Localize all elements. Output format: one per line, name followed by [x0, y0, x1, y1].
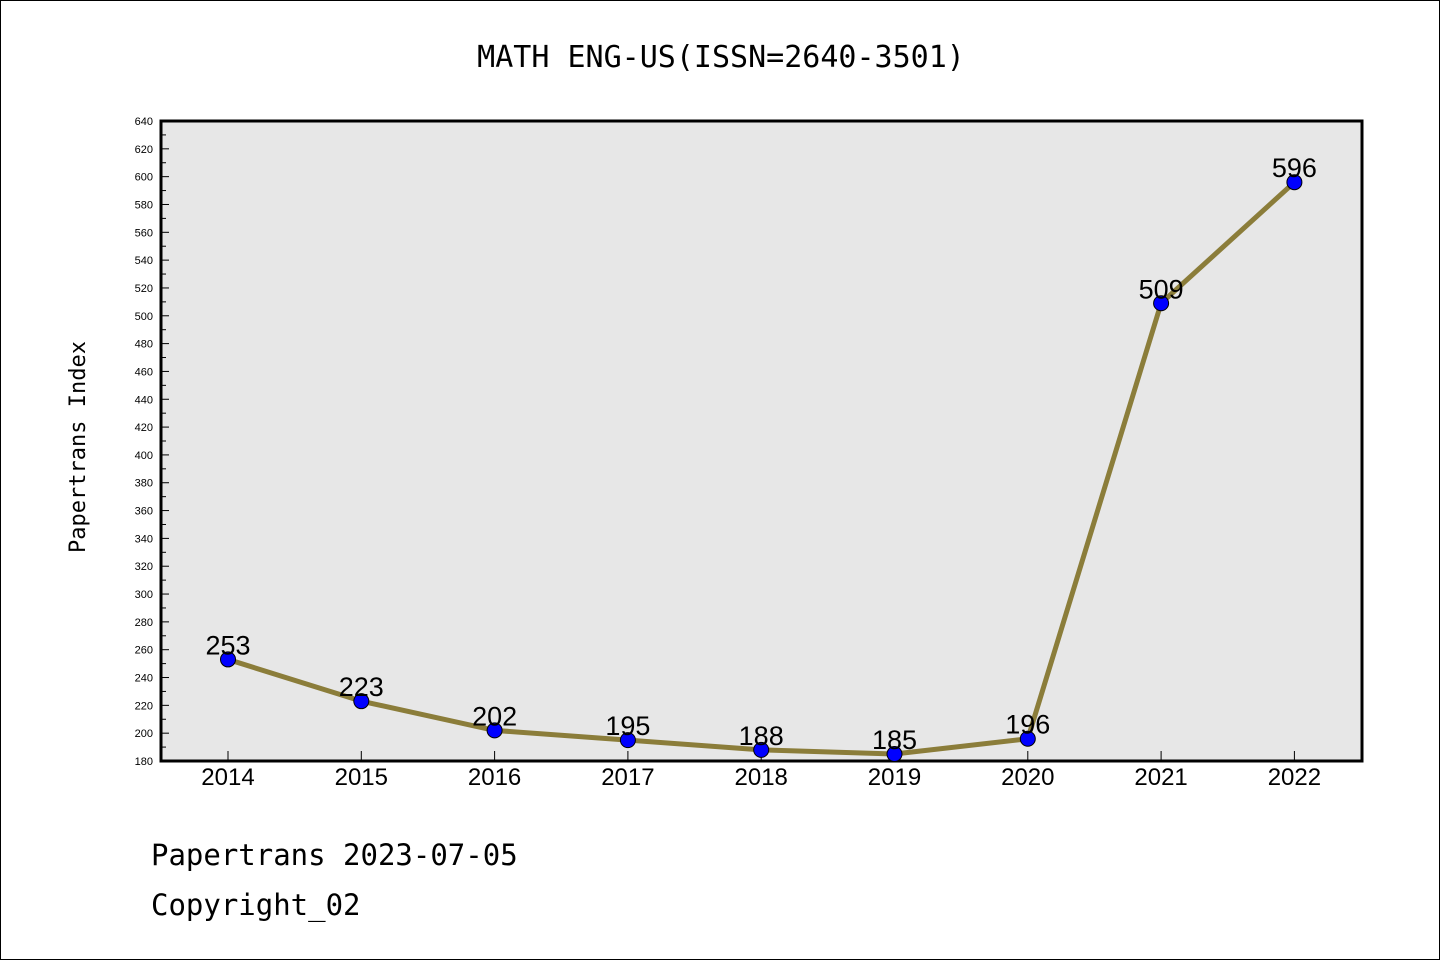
- y-tick-label: 300: [135, 589, 153, 601]
- y-tick-label: 440: [135, 394, 153, 406]
- series-layer: [220, 174, 1303, 763]
- y-tick-label: 580: [135, 199, 153, 211]
- x-tick-label: 2018: [735, 764, 788, 791]
- data-label: 253: [205, 630, 250, 660]
- x-tick-label: 2021: [1134, 764, 1187, 791]
- chart-title: MATH ENG-US(ISSN=2640-3501): [477, 40, 965, 75]
- plot-area: [159, 119, 1364, 763]
- data-label: 509: [1139, 274, 1184, 304]
- x-tick-label: 2020: [1001, 764, 1054, 791]
- data-point: [753, 741, 770, 758]
- y-tick-label: 280: [135, 617, 153, 629]
- x-tick-label: 2016: [468, 764, 521, 791]
- y-tick-label: 320: [135, 561, 153, 573]
- y-tick-label: 260: [135, 645, 153, 657]
- y-tick-label: 420: [135, 422, 153, 434]
- y-tick-label: 340: [135, 533, 153, 545]
- x-tick-label: 2017: [601, 764, 654, 791]
- data-point: [1286, 174, 1303, 191]
- y-tick-label: 220: [135, 700, 153, 712]
- y-tick-label: 620: [135, 144, 153, 156]
- footer-date: Papertrans 2023-07-05: [151, 838, 518, 872]
- data-point: [1019, 730, 1036, 747]
- data-point: [486, 722, 503, 739]
- x-tick-label: 2014: [201, 764, 254, 791]
- data-label: 202: [472, 701, 517, 731]
- y-tick-label: 360: [135, 506, 153, 518]
- x-tick-label: 2022: [1268, 764, 1321, 791]
- x-tick-label: 2019: [868, 764, 921, 791]
- y-axis: 180 200 220 240 260 280 300 320 340 360 380 400 420 4…: [135, 116, 169, 768]
- data-point: [353, 693, 370, 710]
- y-tick-label: 180: [135, 756, 153, 768]
- y-tick-label: 520: [135, 283, 153, 295]
- x-axis: 2014 2015 2016 2017 2018 2019 2020 2021 2022: [201, 751, 1321, 791]
- y-axis-label: Papertrans Index: [66, 341, 91, 553]
- y-tick-label: 500: [135, 311, 153, 323]
- x-tick-label: 2015: [335, 764, 388, 791]
- y-tick-label: 240: [135, 673, 153, 685]
- data-label: 185: [872, 725, 917, 755]
- y-tick-label: 560: [135, 227, 153, 239]
- y-tick-label: 640: [135, 116, 153, 128]
- y-tick-label: 600: [135, 172, 153, 184]
- data-label: 223: [339, 672, 384, 702]
- y-tick-label: 460: [135, 366, 153, 378]
- data-point: [1153, 295, 1170, 312]
- y-tick-label: 480: [135, 339, 153, 351]
- footer-copyright: Copyright_02: [151, 888, 361, 923]
- y-tick-label: 380: [135, 478, 153, 490]
- data-labels: 253 223 202 195 188 185 196 509 596: [205, 153, 1316, 755]
- data-label: 596: [1272, 153, 1317, 183]
- data-point: [619, 732, 636, 749]
- data-point: [886, 746, 903, 763]
- data-label: 195: [605, 711, 650, 741]
- data-label: 196: [1005, 710, 1050, 740]
- y-tick-label: 540: [135, 255, 153, 267]
- data-point: [220, 651, 236, 668]
- y-tick-label: 400: [135, 450, 153, 462]
- data-label: 188: [739, 721, 784, 751]
- y-tick-label: 200: [135, 728, 153, 740]
